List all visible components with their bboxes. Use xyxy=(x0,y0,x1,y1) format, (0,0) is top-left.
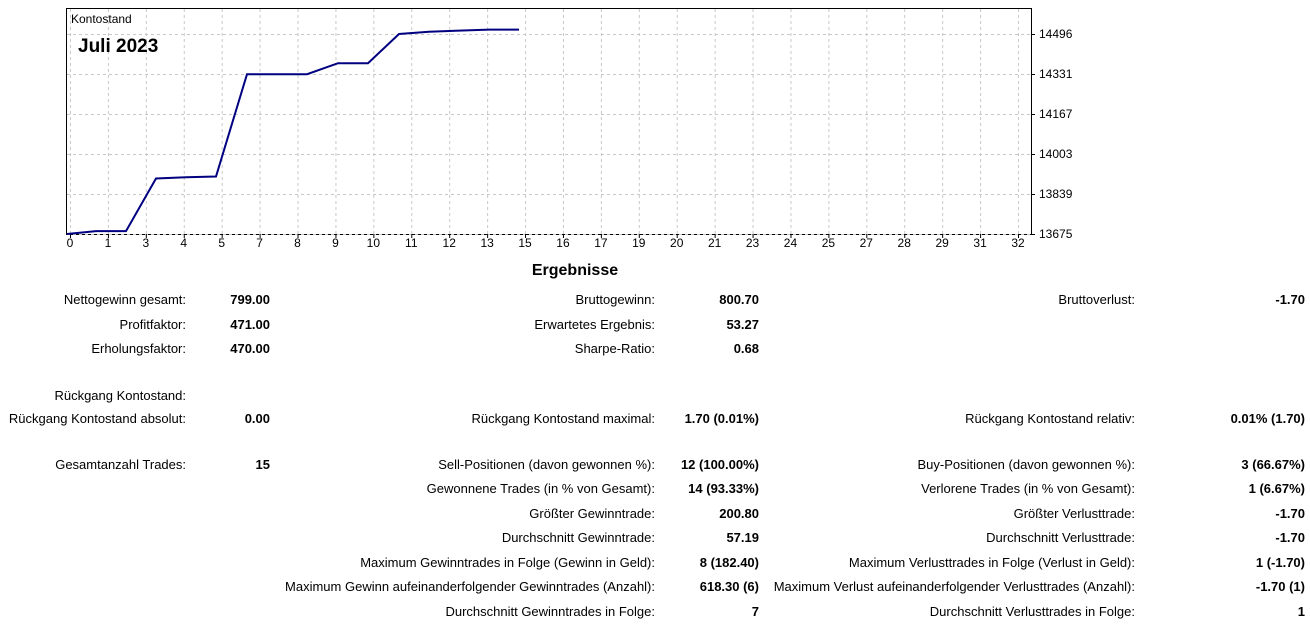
stat-label: Bruttogewinn: xyxy=(575,292,656,307)
stat-label: Buy-Positionen (davon gewonnen %): xyxy=(917,457,1135,472)
x-tick-label: 31 xyxy=(973,236,987,250)
x-tick-label: 3 xyxy=(142,236,149,250)
plot-area xyxy=(66,8,1032,235)
x-tick-label: 17 xyxy=(594,236,608,250)
stat-value: 799.00 xyxy=(230,292,270,307)
x-tick-label: 19 xyxy=(632,236,646,250)
x-tick-label: 1 xyxy=(105,236,112,250)
stat-label: Profitfaktor: xyxy=(119,317,186,332)
stat-value: 1 (-1.70) xyxy=(1255,555,1305,570)
stat-value: -1.70 xyxy=(1275,292,1305,307)
x-tick-label: 20 xyxy=(670,236,684,250)
stat-label: Maximum Verlust aufeinanderfolgender Ver… xyxy=(773,579,1135,594)
stat-value: 8 (182.40) xyxy=(699,555,759,570)
stat-label: Erholungsfaktor: xyxy=(91,341,186,356)
results-title: Ergebnisse xyxy=(531,262,619,279)
chart-grid xyxy=(67,9,1031,235)
x-tick-label: 4 xyxy=(180,236,187,250)
stat-value: 470.00 xyxy=(230,341,270,356)
stat-label: Gewonnene Trades (in % von Gesamt): xyxy=(426,481,655,496)
stat-label: Maximum Gewinn aufeinanderfolgender Gewi… xyxy=(285,579,655,594)
x-tick-label: 24 xyxy=(784,236,798,250)
stat-value: 800.70 xyxy=(719,292,759,307)
stat-value: 53.27 xyxy=(726,317,759,332)
x-tick-label: 23 xyxy=(746,236,760,250)
stat-label: Rückgang Kontostand: xyxy=(54,388,186,403)
x-tick-label: 13 xyxy=(480,236,494,250)
x-tick-label: 21 xyxy=(708,236,722,250)
stat-value: 15 xyxy=(255,457,270,472)
y-tick-label: 14167 xyxy=(1039,107,1073,121)
x-axis-ticks: 0 1 3 4 5 7 8 9 10 11 12 13 15 16 17 19 20 21 23 24 25 27 28 29… xyxy=(67,234,1025,250)
stat-value: 1.70 (0.01%) xyxy=(684,411,759,426)
x-tick-label: 10 xyxy=(367,236,381,250)
stat-label: Erwartetes Ergebnis: xyxy=(534,317,655,332)
stat-label: Nettogewinn gesamt: xyxy=(63,292,186,307)
stat-value: 0.68 xyxy=(733,341,759,356)
stat-value: 7 xyxy=(751,604,759,619)
stat-label: Durchschnitt Gewinntrade: xyxy=(501,530,655,545)
y-tick-label: 13839 xyxy=(1039,187,1073,201)
stat-value: 471.00 xyxy=(230,317,270,332)
x-tick-label: 12 xyxy=(443,236,457,250)
y-tick-label: 13675 xyxy=(1039,227,1073,241)
stat-label: Sell-Positionen (davon gewonnen %): xyxy=(438,457,655,472)
stat-value: 1 xyxy=(1297,604,1305,619)
x-tick-label: 9 xyxy=(332,236,339,250)
stat-value: -1.70 xyxy=(1275,530,1305,545)
stat-value: 14 (93.33%) xyxy=(688,481,759,496)
balance-chart: 0 1 3 4 5 7 8 9 10 11 12 13 15 16 17 19 20 21 23 24 25 27 28 29… xyxy=(66,8,1073,250)
stat-label: Durchschnitt Verlusttrades in Folge: xyxy=(929,604,1135,619)
stat-value: 57.19 xyxy=(726,530,759,545)
chart-title: Kontostand xyxy=(71,12,132,26)
x-tick-label: 8 xyxy=(294,236,301,250)
stat-label: Rückgang Kontostand maximal: xyxy=(471,411,655,426)
stat-value: 618.30 (6) xyxy=(699,579,759,594)
x-tick-label: 16 xyxy=(556,236,570,250)
x-tick-label: 29 xyxy=(935,236,949,250)
x-tick-label: 5 xyxy=(218,236,225,250)
x-tick-label: 0 xyxy=(67,236,74,250)
stat-label: Durchschnitt Gewinntrades in Folge: xyxy=(445,604,655,619)
x-tick-label: 32 xyxy=(1011,236,1025,250)
chart-period-label: Juli 2023 xyxy=(78,36,158,57)
stat-label: Maximum Verlusttrades in Folge (Verlust … xyxy=(848,555,1135,570)
stat-label: Bruttoverlust: xyxy=(1058,292,1135,307)
balance-line xyxy=(66,28,519,235)
y-tick-label: 14003 xyxy=(1039,147,1073,161)
stat-label: Rückgang Kontostand absolut: xyxy=(8,411,186,426)
stat-label: Sharpe-Ratio: xyxy=(574,341,655,356)
x-tick-label: 25 xyxy=(822,236,836,250)
stat-value: 0.01% (1.70) xyxy=(1230,411,1305,426)
stat-value: 12 (100.00%) xyxy=(680,457,759,472)
stat-value: 3 (66.67%) xyxy=(1241,457,1305,472)
x-tick-label: 27 xyxy=(860,236,874,250)
y-axis-ticks: 14496 14331 14167 14003 13839 13675 xyxy=(1031,27,1073,241)
y-tick-label: 14331 xyxy=(1039,67,1073,81)
stat-label: Gesamtanzahl Trades: xyxy=(55,457,186,472)
x-tick-label: 15 xyxy=(518,236,532,250)
stat-value: -1.70 xyxy=(1275,506,1305,521)
stat-label: Größter Gewinntrade: xyxy=(529,506,655,521)
stat-label: Durchschnitt Verlusttrade: xyxy=(986,530,1135,545)
x-tick-label: 28 xyxy=(898,236,912,250)
stat-label: Verlorene Trades (in % von Gesamt): xyxy=(921,481,1135,496)
stat-value: -1.70 (1) xyxy=(1255,579,1305,594)
y-tick-label: 14496 xyxy=(1039,27,1073,41)
stat-value: 0.00 xyxy=(244,411,270,426)
stat-value: 1 (6.67%) xyxy=(1248,481,1305,496)
stat-value: 200.80 xyxy=(719,506,759,521)
stat-label: Größter Verlusttrade: xyxy=(1013,506,1135,521)
stat-label: Rückgang Kontostand relativ: xyxy=(965,411,1135,426)
x-tick-label: 11 xyxy=(405,236,418,250)
stat-label: Maximum Gewinntrades in Folge (Gewinn in… xyxy=(360,555,655,570)
x-tick-label: 7 xyxy=(256,236,263,250)
